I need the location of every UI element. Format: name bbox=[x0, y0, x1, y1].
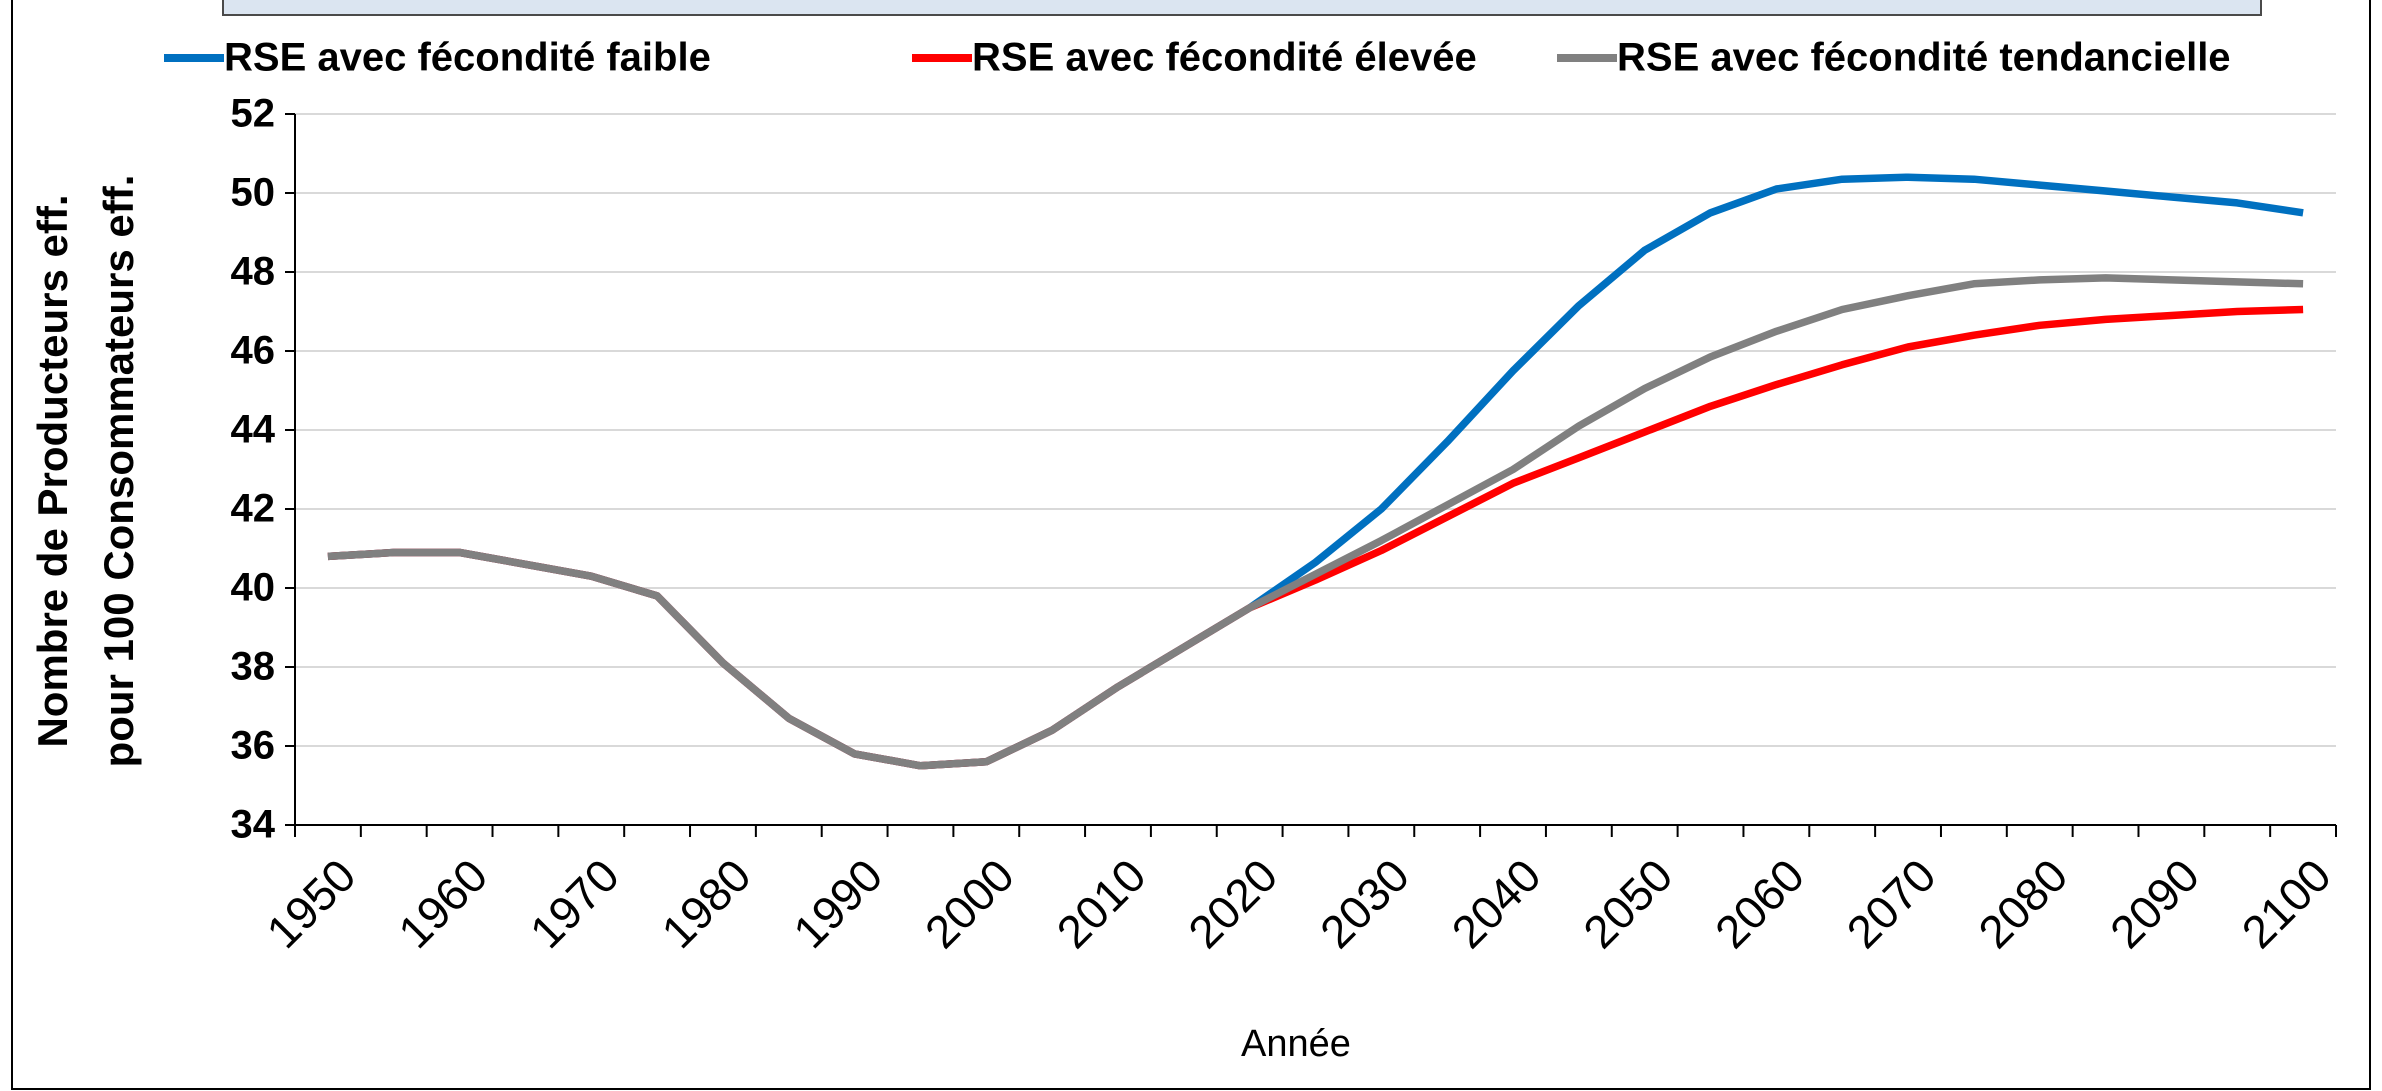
y-tick-label: 50 bbox=[231, 171, 276, 215]
y-tick-label: 38 bbox=[231, 645, 276, 689]
y-axis-title: pour 100 Consommateurs eff. bbox=[95, 175, 142, 768]
y-tick-label: 42 bbox=[231, 487, 276, 531]
y-tick-label: 44 bbox=[231, 408, 276, 452]
y-axis-title: Nombre de Producteurs eff. bbox=[29, 194, 76, 747]
legend-label: RSE avec fécondité tendancielle bbox=[1617, 36, 2231, 80]
legend-label: RSE avec fécondité faible bbox=[224, 36, 711, 80]
line-series bbox=[327, 274, 2304, 770]
y-tick-label: 34 bbox=[231, 803, 276, 847]
title-box bbox=[222, 0, 2262, 16]
x-axis-title: Année bbox=[1241, 1023, 1351, 1065]
y-tick-label: 52 bbox=[231, 92, 276, 136]
y-tick-label: 36 bbox=[231, 724, 276, 768]
y-tick-label: 40 bbox=[231, 566, 276, 610]
legend-label: RSE avec fécondité élevée bbox=[972, 36, 1477, 80]
y-tick-label: 48 bbox=[231, 250, 276, 294]
y-tick-label: 46 bbox=[231, 329, 276, 373]
